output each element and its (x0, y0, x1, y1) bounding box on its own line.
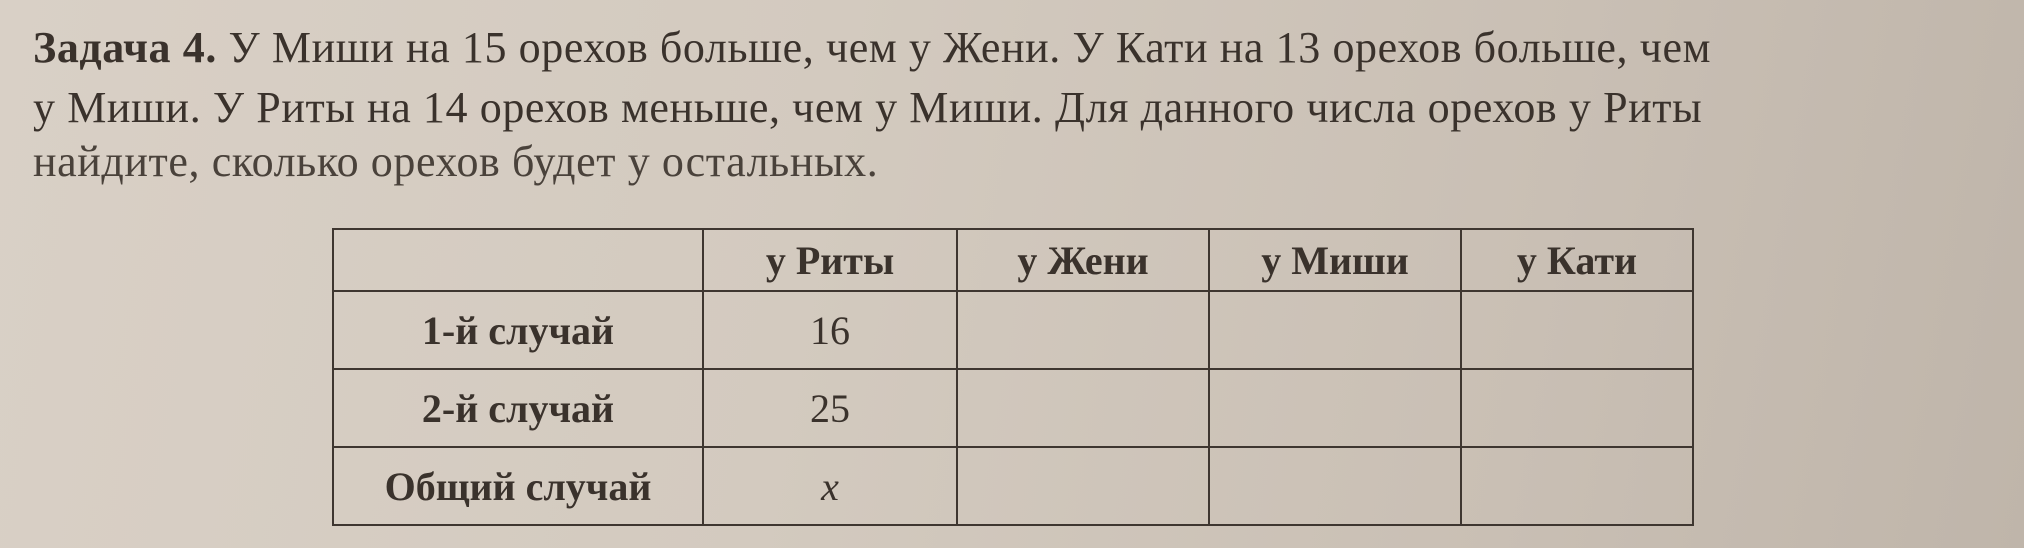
problem-line-3: найдите, сколько орехов будет у остальны… (33, 137, 879, 186)
header-zhenya: у Жени (956, 228, 1210, 292)
cell-rita: 16 (702, 290, 958, 370)
cell-misha (1208, 368, 1462, 448)
header-rita: у Риты (702, 228, 958, 292)
table-row: 1-й случай 16 (332, 290, 1694, 370)
cell-misha (1208, 290, 1462, 370)
problem-text-1: У Миши на 15 орехов больше, чем у Жени. … (228, 23, 1712, 72)
header-empty (332, 228, 704, 292)
cell-zhenya (956, 368, 1210, 448)
header-misha: у Миши (1208, 228, 1462, 292)
table-row: Общий случай x (332, 446, 1694, 526)
header-katya: у Кати (1460, 228, 1694, 292)
problem-line-1: Задача 4. У Миши на 15 орехов больше, че… (33, 22, 1711, 73)
cell-misha (1208, 446, 1462, 526)
problem-label: Задача 4. (33, 23, 217, 72)
cell-rita: 25 (702, 368, 958, 448)
row-label: 1-й случай (332, 290, 704, 370)
problem-line-2: у Миши. У Риты на 14 орехов меньше, чем … (33, 83, 1703, 132)
header-row: у Риты у Жени у Миши у Кати (332, 228, 1694, 292)
row-label: Общий случай (332, 446, 704, 526)
answer-table: у Риты у Жени у Миши у Кати 1-й случай 1… (332, 228, 1694, 526)
table-row: 2-й случай 25 (332, 368, 1694, 448)
row-label: 2-й случай (332, 368, 704, 448)
cell-zhenya (956, 446, 1210, 526)
cell-zhenya (956, 290, 1210, 370)
cell-katya (1460, 290, 1694, 370)
cell-rita: x (702, 446, 958, 526)
cell-katya (1460, 368, 1694, 448)
cell-katya (1460, 446, 1694, 526)
